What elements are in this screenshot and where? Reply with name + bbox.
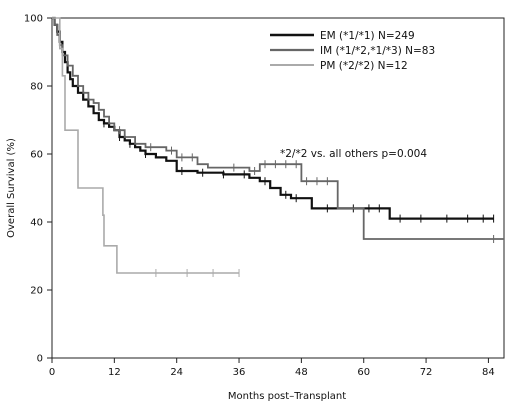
y-tick-label: 60 [30,150,43,161]
y-tick-label: 80 [30,82,43,93]
survival-curve [52,17,504,240]
x-tick-label: 0 [49,367,55,378]
x-tick-label: 12 [108,367,121,378]
legend-label: IM (*1/*2,*1/*3) N=83 [320,45,435,57]
x-axis: 0 12 24 36 48 60 72 84 [49,358,495,378]
y-tick-label: 40 [30,218,43,229]
x-tick-label: 24 [170,367,183,378]
legend-label: EM (*1/*1) N=249 [320,30,415,42]
y-tick-label: 100 [24,14,43,25]
y-tick-label: 20 [30,286,43,297]
plot-border [51,17,505,359]
legend-label: PM (*2/*2) N=12 [320,60,408,72]
series-layer [52,16,504,277]
x-tick-label: 48 [295,367,308,378]
y-axis: 0 20 40 60 80 100 [24,14,52,365]
plot-frame [51,17,505,359]
x-tick-label: 60 [357,367,370,378]
x-tick-label: 72 [420,367,433,378]
series-group [52,17,240,277]
y-tick-label: 0 [37,354,43,365]
x-axis-title: Months post–Transplant [228,391,346,402]
survival-curve [52,17,239,274]
p-value-annotation: *2/*2 vs. all others p=0.004 [280,148,427,160]
x-tick-label: 84 [482,367,495,378]
legend: EM (*1/*1) N=249 IM (*1/*2,*1/*3) N=83 PM … [270,30,435,72]
y-axis-title: Overall Survival (%) [6,138,17,238]
survival-curve [52,16,494,220]
series-group [52,17,504,243]
x-tick-label: 36 [233,367,246,378]
